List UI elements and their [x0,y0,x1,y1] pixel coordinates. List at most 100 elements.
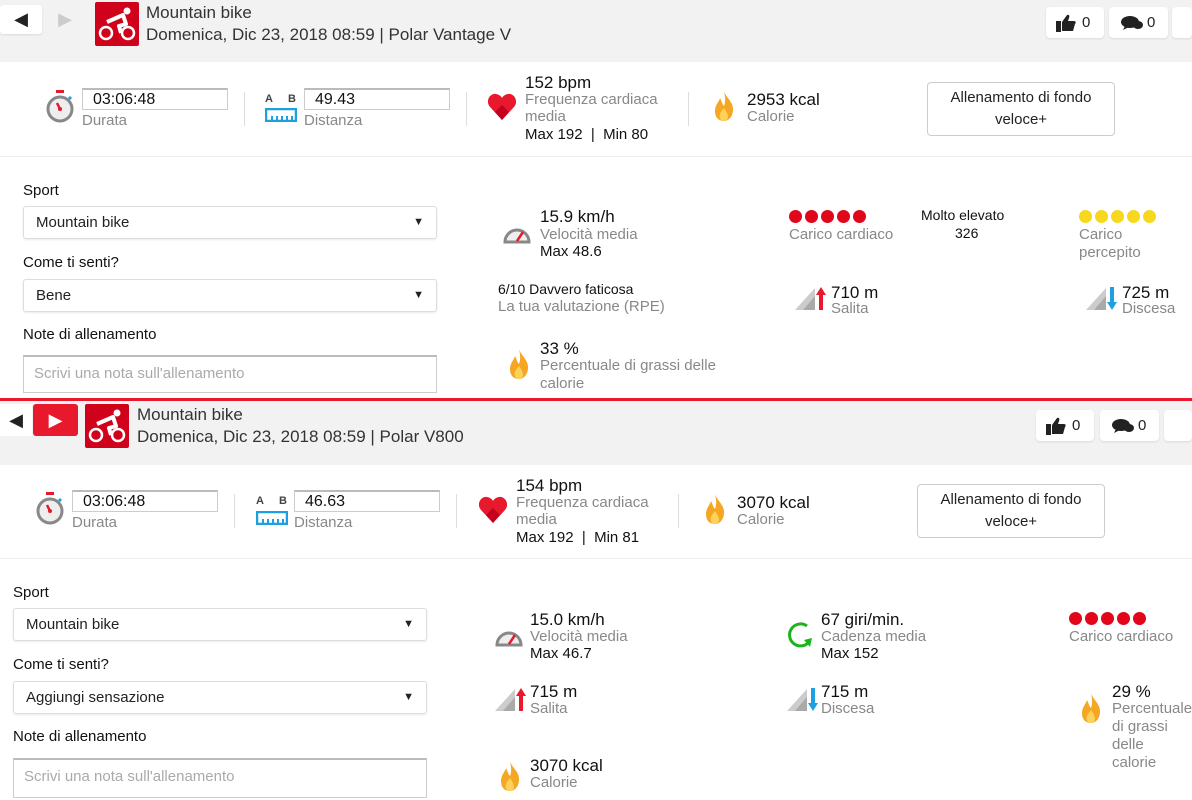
descent-value: 725 m [1122,283,1170,302]
flame-icon [713,90,735,122]
notes-label: Note di allenamento [13,728,147,745]
ascent-icon [493,686,529,712]
notes-textarea[interactable]: Scrivi una nota sull'allenamento [23,355,437,393]
hr-label-2: media [525,108,566,125]
separator [0,156,1192,157]
training-benefit-line2: veloce+ [984,513,1038,530]
training-benefit-line1: Allenamento di fondo [940,491,1082,508]
distance-b-label: B [288,93,296,105]
descent-label: Discesa [1122,300,1176,317]
top-header [0,0,1192,62]
fat-label-group: Percentuale di grassi delle calorie [1112,700,1192,772]
next-button[interactable]: ▶ [33,404,78,436]
training-benefit-line2: veloce+ [994,111,1048,128]
sport-select[interactable]: Mountain bike ▼ [23,206,437,239]
speed-label: Velocità media [530,628,628,645]
speedometer-icon [502,222,532,244]
separator [0,558,1192,559]
ruler-icon [265,108,297,122]
comment-count: 0 [1147,14,1156,31]
like-count: 0 [1072,417,1081,434]
cardio-load-label: Carico cardiaco [789,226,894,243]
feel-select[interactable]: Aggiungi sensazione ▼ [13,681,427,714]
perceived-load-label-2: percepito [1079,244,1141,261]
cardio-load-dots [789,210,869,228]
flame-icon [499,760,521,792]
training-benefit-button[interactable]: Allenamento di fondo veloce+ [927,82,1115,136]
session-subtitle: Domenica, Dic 23, 2018 08:59 | Polar V80… [137,427,464,446]
mountain-bike-icon [85,404,129,448]
mountain-bike-icon [95,2,139,46]
hr-maxmin: Max 192 | Min 80 [525,126,649,143]
ruler-icon [256,511,288,525]
next-button[interactable]: ▶ [58,9,72,29]
rpe-value: 6/10 Davvero faticosa [498,281,634,297]
hr-value: 154 bpm [516,476,583,495]
distance-field[interactable]: 46.63 [294,490,440,512]
comment-icon [1112,418,1134,434]
fat-value: 33 % [540,339,579,358]
calories-value: 3070 kcal [737,493,810,512]
prev-button[interactable]: ◀ [0,5,42,34]
sport-select-value: Mountain bike [26,616,120,633]
more-button[interactable] [1164,410,1192,441]
duration-field[interactable]: 03:06:48 [82,88,228,110]
hr-maxmin: Max 192 | Min 81 [516,529,640,546]
sport-select[interactable]: Mountain bike ▼ [13,608,427,641]
distance-field[interactable]: 49.43 [304,88,450,110]
notes-textarea[interactable]: Scrivi una nota sull'allenamento [13,758,427,798]
heart-icon [478,496,508,524]
duration-label: Durata [82,112,128,129]
training-benefit-button[interactable]: Allenamento di fondo veloce+ [917,484,1105,538]
like-button[interactable]: 0 [1046,7,1104,38]
cadence-max: Max 152 [821,645,879,662]
more-button[interactable] [1172,7,1192,38]
ascent-value: 710 m [831,283,879,302]
hr-label: Frequenza cardiaca [525,91,658,108]
feel-select-value: Aggiungi sensazione [26,689,165,706]
perceived-load-dots [1079,210,1159,228]
distance-label: Distanza [304,112,363,129]
ascent-value: 715 m [530,682,578,701]
sport-label: Sport [23,182,59,199]
feel-select-value: Bene [36,287,72,304]
fat-label: Percentuale di grassi delle [1112,700,1192,753]
flame-icon [508,348,530,380]
descent-label: Discesa [821,700,875,717]
distance-a-label: A [256,495,264,507]
duration-field[interactable]: 03:06:48 [72,490,218,512]
feel-select[interactable]: Bene ▼ [23,279,437,312]
cardio-load-label: Carico cardiaco [1069,628,1174,645]
speed-label: Velocità media [540,226,638,243]
distance-a-label: A [265,93,273,105]
bottom-header [0,401,1192,465]
perceived-load-label: Carico [1079,226,1123,243]
heart-icon [487,93,517,121]
speed-value: 15.9 km/h [540,207,615,226]
feel-label: Come ti senti? [13,656,109,673]
ascent-label: Salita [831,300,869,317]
comment-button[interactable]: 0 [1109,7,1168,38]
speed-value: 15.0 km/h [530,610,605,629]
comment-icon [1121,15,1143,31]
prev-button[interactable]: ◀ [0,404,32,436]
hr-value: 152 bpm [525,73,592,92]
hr-label: Frequenza cardiaca [516,494,649,511]
like-button[interactable]: 0 [1036,410,1094,441]
sport-title: Mountain bike [146,3,252,22]
fat-label-2: calorie [1112,754,1157,771]
calories-value: 2953 kcal [747,90,820,109]
flame-icon [704,493,726,525]
descent-icon [1084,285,1120,311]
ascent-icon [793,285,829,311]
divider [456,494,457,528]
caret-down-icon: ▼ [403,618,414,630]
calories-label: Calorie [747,108,795,125]
rpe-label: La tua valutazione (RPE) [498,298,665,315]
speed-max: Max 48.6 [540,243,602,260]
comment-button[interactable]: 0 [1100,410,1159,441]
fat-label: Percentuale di grassi delle [540,357,716,374]
calories-label-2: Calorie [530,774,578,791]
notes-label: Note di allenamento [23,326,157,343]
thumbs-up-icon [1046,417,1066,435]
